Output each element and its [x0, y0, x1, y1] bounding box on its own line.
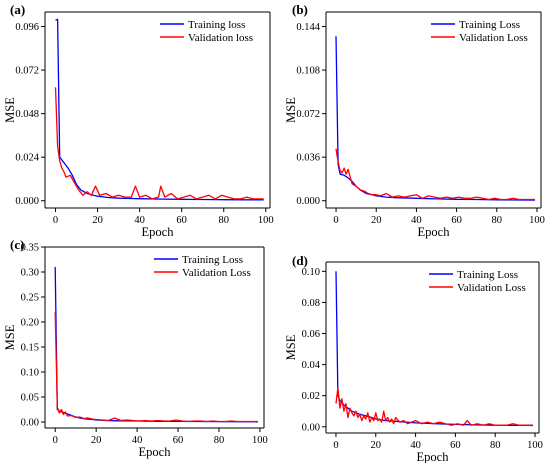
- series-line-validation: [335, 387, 533, 426]
- x-tick-label: 60: [173, 435, 184, 446]
- y-tick-label: 0.036: [296, 153, 320, 164]
- x-tick-label: 20: [371, 215, 382, 226]
- legend-label: Validation loss: [188, 32, 253, 44]
- y-axis-label: MSE: [3, 324, 17, 350]
- x-tick-label: 60: [450, 440, 461, 451]
- x-tick-label: 60: [176, 215, 187, 226]
- series-line-validation: [54, 87, 264, 200]
- x-tick-label: 80: [214, 435, 225, 446]
- y-tick-label: 0.108: [296, 66, 320, 77]
- x-tick-label: 40: [411, 215, 422, 226]
- x-tick-label: 100: [258, 215, 274, 226]
- y-tick-label: 0.10: [21, 368, 39, 379]
- panel-label: (b): [292, 2, 308, 17]
- series-line-training: [335, 36, 536, 201]
- legend-label: Training Loss: [182, 254, 243, 266]
- x-tick-label: 20: [92, 215, 103, 226]
- x-tick-label: 0: [53, 215, 58, 226]
- x-tick-label: 60: [451, 215, 462, 226]
- panel-label: (c): [10, 237, 24, 252]
- x-axis-label: Epoch: [418, 225, 451, 239]
- x-tick-label: 100: [527, 440, 543, 451]
- x-tick-label: 20: [91, 435, 102, 446]
- x-tick-label: 40: [134, 215, 145, 226]
- y-tick-label: 0.000: [296, 196, 320, 207]
- y-tick-label: 0.000: [15, 196, 39, 207]
- chart-panel-4: (d) 0 20 40 60 80 100 0.00 0.02 0.04 0.06 0.08 0.10 E…: [284, 253, 543, 463]
- y-tick-label: 0.35: [21, 243, 39, 254]
- y-axis-label: MSE: [284, 97, 298, 123]
- x-tick-label: 40: [410, 440, 421, 451]
- legend-label: Validation Loss: [457, 282, 526, 294]
- x-tick-label: 80: [492, 215, 503, 226]
- y-tick-label: 0.08: [302, 298, 320, 309]
- legend-label: Training loss: [188, 19, 245, 31]
- x-tick-label: 100: [529, 215, 545, 226]
- legend-label: Validation Loss: [459, 32, 528, 44]
- y-tick-label: 0.06: [302, 329, 320, 340]
- y-tick-label: 0.20: [21, 318, 39, 329]
- y-tick-label: 0.048: [15, 109, 39, 120]
- y-tick-label: 0.30: [21, 268, 39, 279]
- series-line-training: [55, 18, 264, 201]
- y-tick-label: 0.10: [302, 267, 320, 278]
- x-axis-label: Epoch: [139, 445, 172, 459]
- y-tick-label: 0.144: [296, 22, 320, 33]
- series-line-training: [54, 266, 258, 423]
- x-tick-label: 0: [53, 435, 58, 446]
- panel-label: (d): [292, 253, 308, 268]
- legend-label: Training Loss: [457, 269, 518, 281]
- x-axis-label: Epoch: [417, 450, 450, 463]
- y-tick-label: 0.00: [21, 418, 39, 429]
- series-line-training: [335, 271, 534, 427]
- y-tick-label: 0.05: [21, 393, 39, 404]
- y-tick-label: 0.072: [15, 66, 39, 77]
- y-tick-label: 0.02: [302, 391, 320, 402]
- y-axis-label: MSE: [284, 334, 298, 360]
- x-tick-label: 80: [490, 440, 501, 451]
- x-tick-label: 0: [333, 215, 338, 226]
- y-tick-label: 0.25: [21, 293, 39, 304]
- chart-panel-2: (b) 0 20 40 60 80 100 0.000 0.036 0.072 0.108 0.144…: [284, 2, 545, 239]
- x-tick-label: 100: [252, 435, 268, 446]
- x-axis-label: Epoch: [142, 225, 175, 239]
- series-line-validation: [335, 148, 535, 201]
- x-tick-label: 0: [333, 440, 338, 451]
- series-line-validation: [54, 311, 258, 423]
- legend-label: Training Loss: [459, 19, 520, 31]
- x-tick-label: 80: [218, 215, 229, 226]
- y-tick-label: 0.04: [302, 360, 321, 371]
- x-tick-label: 40: [132, 435, 143, 446]
- y-axis-label: MSE: [3, 97, 17, 123]
- chart-panel-1: (a) 0 20 40 60 80 100 0.000 0.024 0.048 0.072 0.096…: [3, 2, 274, 239]
- y-tick-label: 0.024: [15, 153, 39, 164]
- y-tick-label: 0.096: [15, 22, 39, 33]
- chart-panel-3: (c) 0 20 40 60 80 100 0.00 0.05 0.10 0.15 0.20 0.25 0…: [3, 237, 268, 459]
- legend-label: Validation Loss: [182, 267, 251, 279]
- y-tick-label: 0.00: [302, 422, 320, 433]
- y-tick-label: 0.15: [21, 343, 39, 354]
- panel-label: (a): [10, 2, 25, 17]
- y-tick-label: 0.072: [296, 109, 320, 120]
- x-tick-label: 20: [371, 440, 382, 451]
